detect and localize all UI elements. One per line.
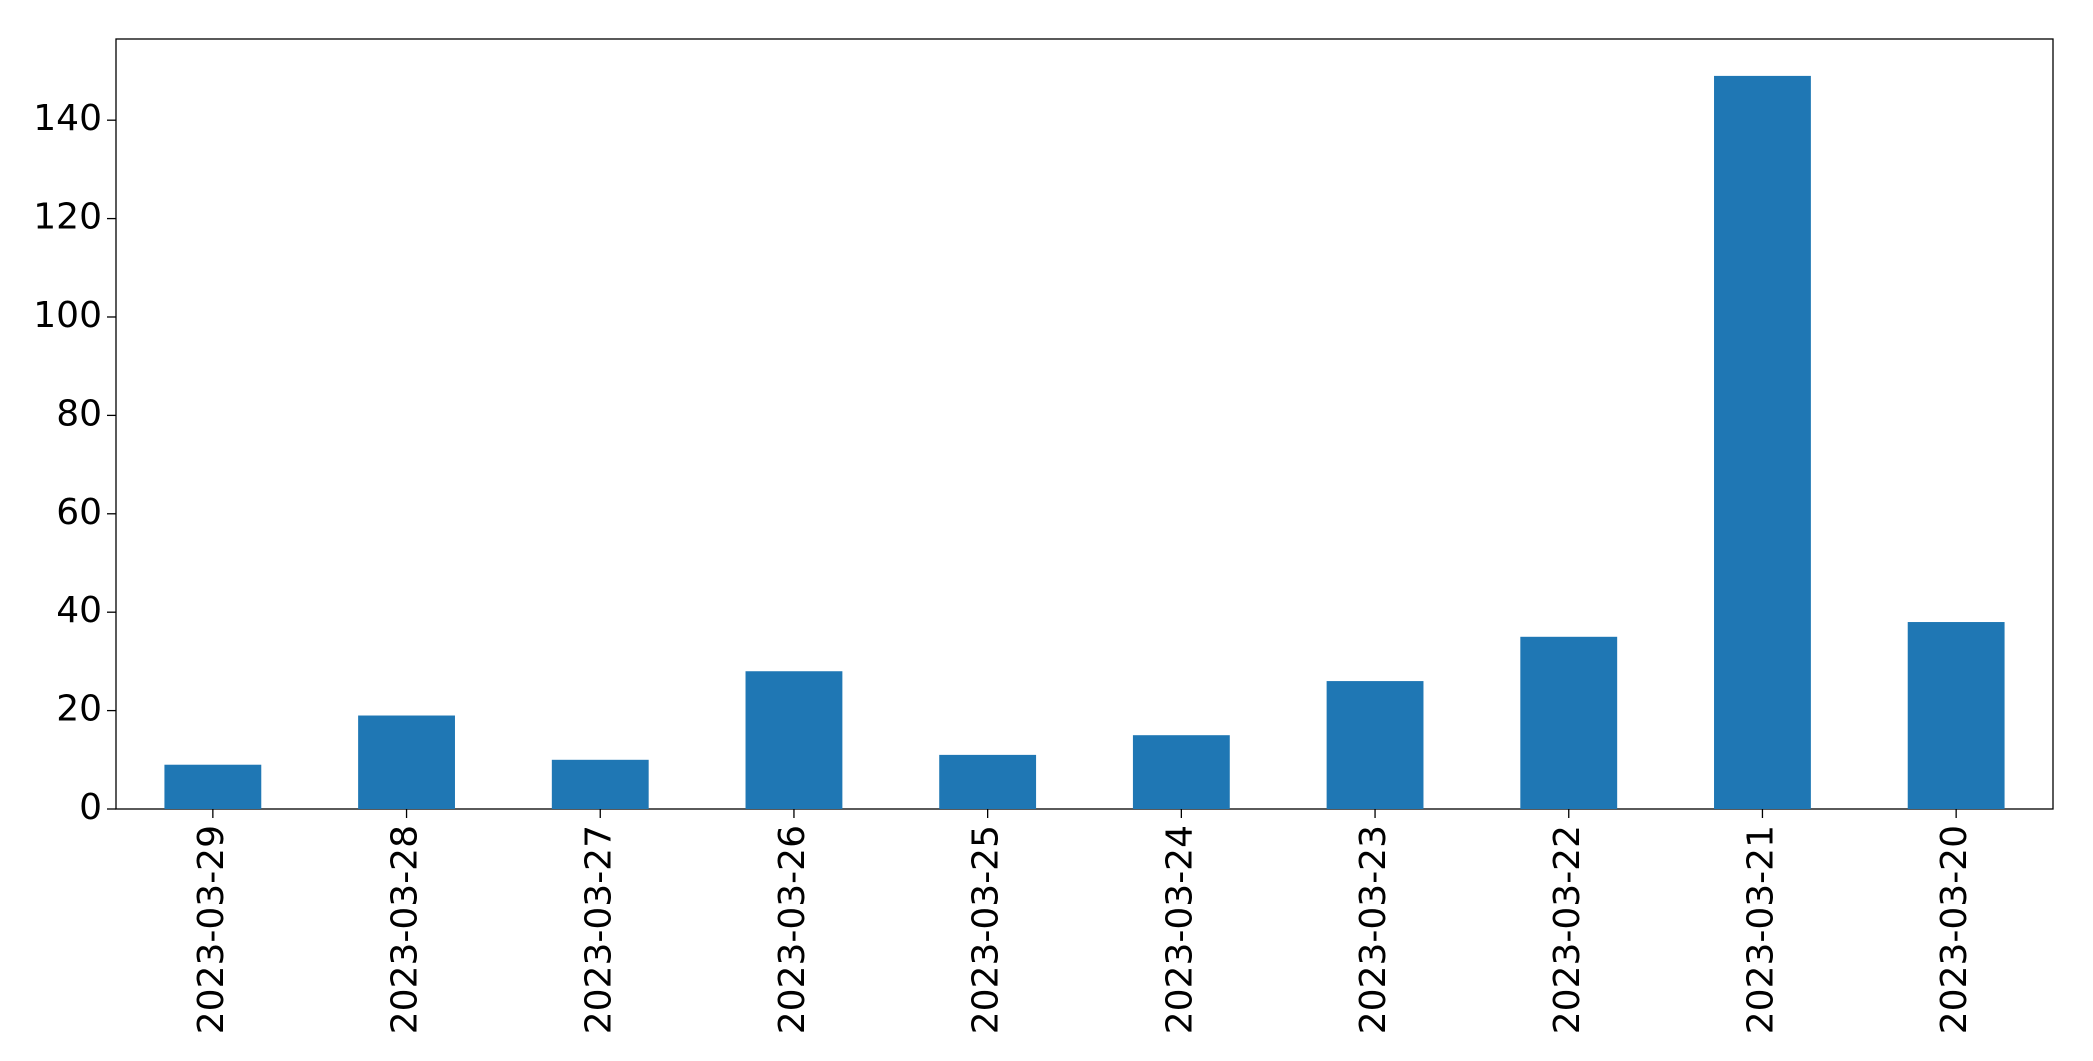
x-tick-label: 2023-03-21 <box>1740 825 1781 1034</box>
bar <box>1520 636 1618 809</box>
x-tick-label: 2023-03-29 <box>191 825 232 1034</box>
y-tick-label: 140 <box>33 98 102 139</box>
plot-frame <box>115 38 2054 810</box>
x-tick-label: 2023-03-28 <box>385 825 426 1034</box>
bar <box>1132 735 1230 809</box>
x-tick-label: 2023-03-27 <box>578 825 619 1034</box>
x-tick-label: 2023-03-25 <box>966 825 1007 1034</box>
y-tick-label: 20 <box>56 689 102 730</box>
y-tick-label: 80 <box>56 393 102 434</box>
bar <box>1714 75 1811 810</box>
x-tick-label: 2023-03-22 <box>1547 825 1588 1034</box>
bar <box>745 671 843 809</box>
bar <box>939 754 1037 809</box>
x-tick-label: 2023-03-20 <box>1934 825 1975 1034</box>
bar <box>551 759 649 809</box>
y-tick-label: 100 <box>33 295 102 336</box>
bar <box>1907 622 2005 809</box>
y-tick-label: 120 <box>33 197 102 238</box>
x-tick-label: 2023-03-24 <box>1159 825 1200 1034</box>
x-tick-label: 2023-03-23 <box>1353 825 1394 1034</box>
y-tick-label: 60 <box>56 492 102 533</box>
y-tick-label: 40 <box>56 590 102 631</box>
bar <box>1326 681 1424 809</box>
bar <box>358 715 455 809</box>
bar <box>164 764 262 809</box>
x-tick-label: 2023-03-26 <box>772 825 813 1034</box>
y-tick-label: 0 <box>79 787 102 828</box>
